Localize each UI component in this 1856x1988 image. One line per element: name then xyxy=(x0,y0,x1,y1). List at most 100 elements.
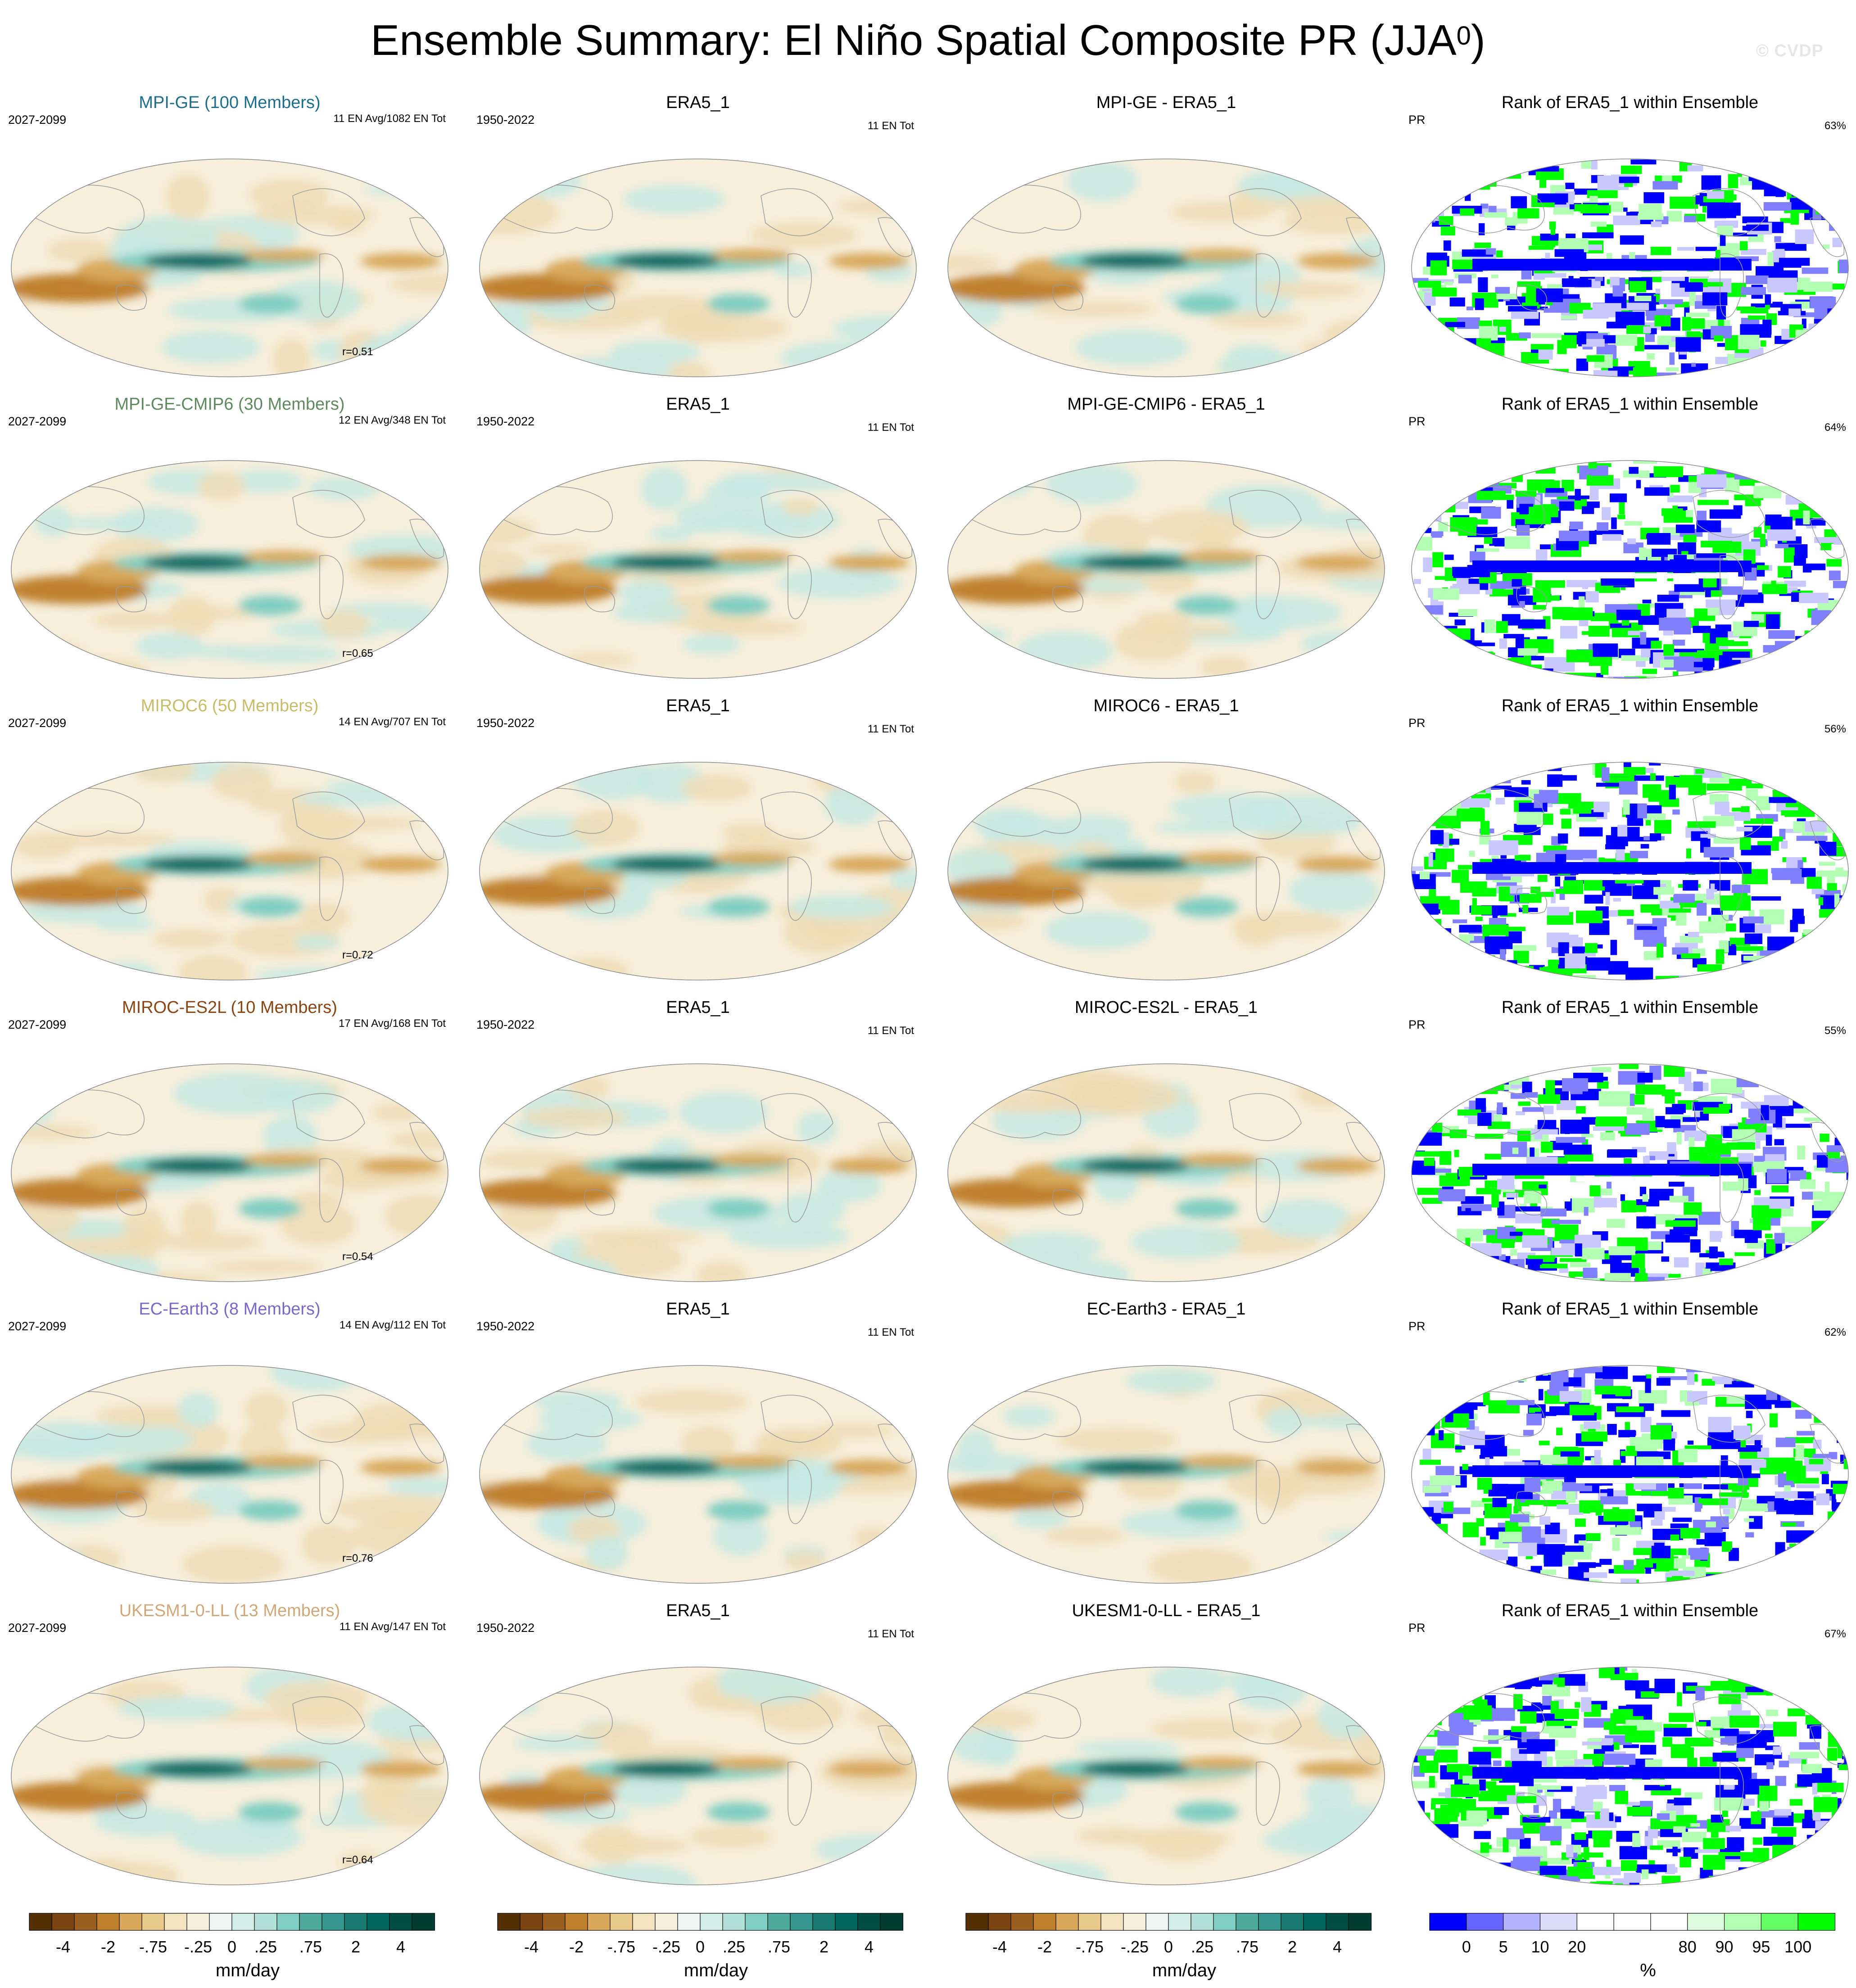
obs-panel-right-label: 11 EN Tot xyxy=(867,421,914,434)
diff-panel: UKESM1-0-LL - ERA5_1 xyxy=(941,1600,1391,1889)
pattern-correlation: r=0.51 xyxy=(342,346,373,358)
colorbar-swatch xyxy=(1191,1913,1214,1931)
colorbar-tick-label: 2 xyxy=(1288,1938,1297,1956)
rank-panel-right-label: 64% xyxy=(1824,421,1846,434)
diff-map xyxy=(947,158,1385,377)
rank-map xyxy=(1411,158,1849,377)
obs-panel: ERA5_1 1950-2022 11 EN Tot xyxy=(473,997,923,1285)
colorbar-obs: -4 -2 -.75 -.25 0 .25 .75 2 4 mm/day xyxy=(491,1911,941,1988)
colorbar-swatch xyxy=(1326,1913,1349,1931)
model-panel: MIROC-ES2L (10 Members) 2027-2099 17 EN Av… xyxy=(5,997,455,1285)
rank-panel-right-label: 63% xyxy=(1824,120,1846,132)
colorbar-swatch xyxy=(1033,1913,1057,1931)
colorbar-swatch xyxy=(745,1913,769,1931)
colorbar-swatch xyxy=(231,1913,255,1931)
colorbar-tick-label: -.25 xyxy=(184,1938,212,1956)
obs-panel: ERA5_1 1950-2022 11 EN Tot xyxy=(473,394,923,682)
rank-panel-right-label: 62% xyxy=(1824,1326,1846,1338)
rank-panel-title: Rank of ERA5_1 within Ensemble xyxy=(1501,395,1759,414)
obs-panel-title: ERA5_1 xyxy=(666,1601,730,1620)
colorbar-tick-label: 100 xyxy=(1784,1938,1811,1956)
model-map xyxy=(11,158,448,377)
figure-title-close: ) xyxy=(1471,16,1485,64)
diff-panel: MPI-GE - ERA5_1 xyxy=(941,92,1391,380)
rank-panel: Rank of ERA5_1 within Ensemble PR 56% xyxy=(1405,696,1855,984)
obs-panel-right-label: 11 EN Tot xyxy=(867,1326,914,1338)
rank-map xyxy=(1411,460,1849,679)
rank-panel-right-label: 55% xyxy=(1824,1025,1846,1037)
model-panel-left-label: 2027-2099 xyxy=(8,1018,67,1031)
obs-panel: ERA5_1 1950-2022 11 EN Tot xyxy=(473,92,923,380)
model-panel-right-label: 17 EN Avg/168 EN Tot xyxy=(339,1017,446,1030)
obs-panel-left-label: 1950-2022 xyxy=(476,415,535,428)
colorbar-swatch xyxy=(988,1913,1012,1931)
colorbar-swatch xyxy=(1123,1913,1147,1931)
colorbar-swatch xyxy=(857,1913,881,1931)
obs-panel-title: ERA5_1 xyxy=(666,395,730,414)
pattern-correlation: r=0.76 xyxy=(342,1552,373,1564)
diff-map xyxy=(947,1365,1385,1584)
diff-panel: MIROC6 - ERA5_1 xyxy=(941,696,1391,984)
colorbar-swatch xyxy=(1055,1913,1079,1931)
rank-map xyxy=(1411,1667,1849,1885)
model-panel: MIROC6 (50 Members) 2027-2099 14 EN Avg/70… xyxy=(5,696,455,984)
model-map xyxy=(11,1365,448,1584)
diff-panel-title: MIROC6 - ERA5_1 xyxy=(1093,696,1239,715)
obs-panel-right-label: 11 EN Tot xyxy=(867,120,914,132)
colorbar-swatch xyxy=(141,1913,165,1931)
model-map xyxy=(11,460,448,679)
obs-map xyxy=(479,1365,917,1584)
colorbar-swatch xyxy=(29,1913,53,1931)
colorbar-swatch xyxy=(790,1913,814,1931)
rank-panel-title: Rank of ERA5_1 within Ensemble xyxy=(1501,1601,1759,1620)
colorbar-tick-label: 0 xyxy=(696,1938,705,1956)
colorbar-swatch xyxy=(655,1913,679,1931)
figure-title: Ensemble Summary: El Niño Spatial Compos… xyxy=(0,14,1856,68)
colorbar-tick-label: 20 xyxy=(1568,1938,1586,1956)
colorbar-swatch xyxy=(1100,1913,1124,1931)
colorbar-tick-label: 4 xyxy=(396,1938,405,1956)
colorbar-tick-label: 4 xyxy=(865,1938,874,1956)
colorbar-swatch xyxy=(186,1913,210,1931)
model-panel-right-label: 11 EN Avg/147 EN Tot xyxy=(339,1621,446,1633)
rank-panel: Rank of ERA5_1 within Ensemble PR 64% xyxy=(1405,394,1855,682)
model-map xyxy=(11,762,448,980)
colorbar-swatch xyxy=(1281,1913,1304,1931)
colorbar-swatch xyxy=(700,1913,724,1931)
colorbar-tick-label: 2 xyxy=(819,1938,828,1956)
obs-panel: ERA5_1 1950-2022 11 EN Tot xyxy=(473,1299,923,1587)
rank-map xyxy=(1411,1365,1849,1584)
colorbar-tick-label: -.75 xyxy=(139,1938,167,1956)
model-panel-right-label: 14 EN Avg/112 EN Tot xyxy=(339,1319,446,1331)
colorbar-tick-label: 80 xyxy=(1679,1938,1697,1956)
colorbar-tick-label: .25 xyxy=(254,1938,277,1956)
diff-panel: EC-Earth3 - ERA5_1 xyxy=(941,1299,1391,1587)
colorbar-swatch xyxy=(1258,1913,1282,1931)
rank-map xyxy=(1411,762,1849,980)
diff-panel: MPI-GE-CMIP6 - ERA5_1 xyxy=(941,394,1391,682)
colorbar-swatch xyxy=(119,1913,143,1931)
rank-panel-left-label: PR xyxy=(1408,1319,1426,1333)
obs-panel-right-label: 11 EN Tot xyxy=(867,1628,914,1640)
colorbar-swatch xyxy=(1429,1913,1467,1931)
obs-panel-right-label: 11 EN Tot xyxy=(867,1025,914,1037)
colorbar-swatch xyxy=(1168,1913,1192,1931)
colorbar-tick-label: 0 xyxy=(227,1938,236,1956)
model-panel-right-label: 11 EN Avg/1082 EN Tot xyxy=(333,113,446,125)
colorbar-swatch xyxy=(1650,1913,1688,1931)
obs-map xyxy=(479,762,917,980)
colorbar-swatch xyxy=(1348,1913,1372,1931)
model-panel-title: MPI-GE (100 Members) xyxy=(139,93,321,112)
obs-map xyxy=(479,1667,917,1885)
colorbar-rank: 0 5 10 20 80 90 95 100% xyxy=(1423,1911,1856,1988)
colorbar-swatch xyxy=(299,1913,323,1931)
colorbar-swatch xyxy=(389,1913,413,1931)
colorbar-swatch xyxy=(565,1913,588,1931)
colorbar-swatch xyxy=(1687,1913,1725,1931)
obs-panel-left-label: 1950-2022 xyxy=(476,1319,535,1333)
pattern-correlation: r=0.64 xyxy=(342,1854,373,1866)
model-panel: EC-Earth3 (8 Members) 2027-2099 14 EN Avg/… xyxy=(5,1299,455,1587)
colorbar-swatch xyxy=(276,1913,300,1931)
colorbar-swatch xyxy=(1797,1913,1836,1931)
colorbar-tick-label: 90 xyxy=(1715,1938,1733,1956)
